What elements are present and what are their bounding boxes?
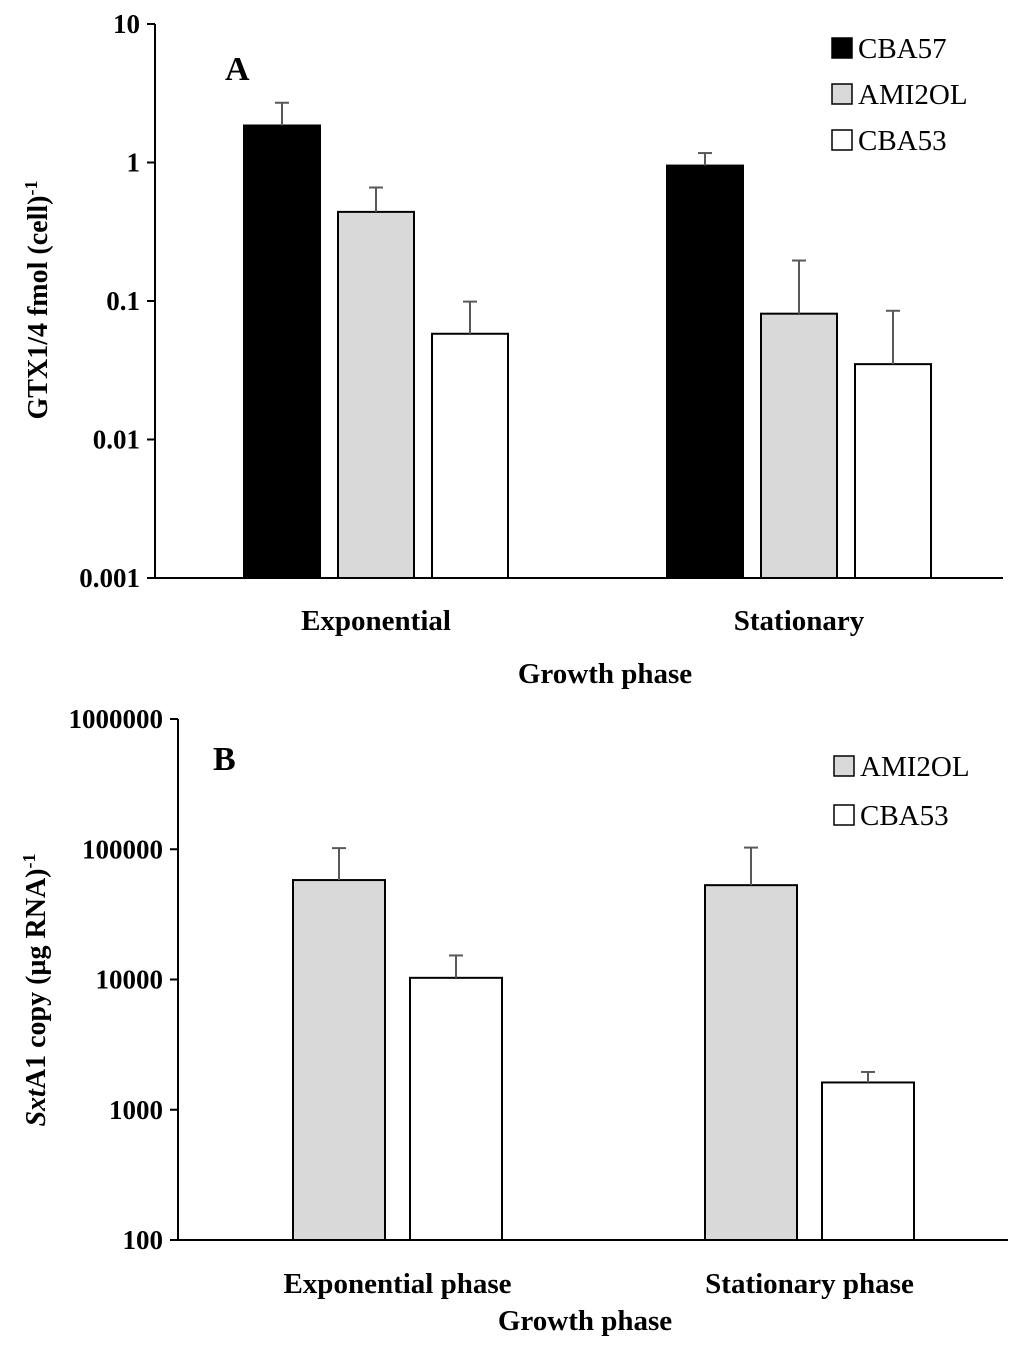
bar-cba53-stationary <box>854 363 932 579</box>
y-tick-label: 100000 <box>82 834 163 864</box>
x-category-label: Exponential phase <box>283 1268 511 1300</box>
y-tick-label: 0.1 <box>106 286 140 316</box>
x-category-label: Stationary phase <box>705 1268 914 1300</box>
y-axis-title: GTX1/4 fmol (cell)-1 <box>21 181 54 420</box>
chart-panel-a: 0.001 0.01 0.1 1 10 Exponential Stationary Grow… <box>21 9 1003 690</box>
bar-cba57-stationary <box>666 164 744 580</box>
legend-label-cba53: CBA53 <box>858 125 947 157</box>
legend-swatch-ami2ol <box>831 83 853 105</box>
y-tick-label: 0.01 <box>93 425 140 455</box>
y-tick-label: 10 <box>113 9 140 39</box>
legend-label-cba53: CBA53 <box>860 800 949 832</box>
bar-ami2ol-stationary-phase <box>704 884 798 1242</box>
legend-swatch-cba53 <box>833 804 855 826</box>
y-tick-label: 10000 <box>96 965 164 995</box>
bar-cba53-exponential-phase <box>409 976 503 1241</box>
bar-cba53-exponential <box>431 332 509 579</box>
x-category-label: Stationary <box>734 605 865 637</box>
bar-ami2ol-exponential-phase <box>292 879 386 1241</box>
chart-panel-b: 100 1000 10000 100000 1000000 Exponential pha… <box>19 704 1008 1337</box>
y-tick-label: 0.001 <box>79 563 140 593</box>
panel-letter: B <box>213 741 236 778</box>
y-axis-title: SxtA1 copy (µg RNA)-1 <box>19 853 52 1126</box>
y-tick-label: 1000 <box>109 1095 163 1125</box>
y-tick-label: 100 <box>123 1225 164 1255</box>
y-tick-label: 1 <box>127 148 141 178</box>
legend: AMI2OL CBA53 <box>833 751 970 832</box>
x-axis-title: Growth phase <box>498 1305 672 1337</box>
bar-ami2ol-exponential <box>337 210 415 579</box>
legend-swatch-cba57 <box>831 37 853 59</box>
y-tick-label: 1000000 <box>69 704 164 734</box>
panel-letter: A <box>225 51 250 88</box>
x-axis-title: Growth phase <box>518 658 692 690</box>
legend-label-cba57: CBA57 <box>858 33 947 65</box>
legend-label-ami2ol: AMI2OL <box>858 79 968 111</box>
legend-swatch-ami2ol <box>833 755 855 777</box>
bar-cba53-stationary-phase <box>821 1081 915 1242</box>
bar-ami2ol-stationary <box>760 312 838 579</box>
legend-swatch-cba53 <box>831 129 853 151</box>
legend: CBA57 AMI2OL CBA53 <box>831 33 968 157</box>
bar-cba57-exponential <box>243 124 321 580</box>
legend-label-ami2ol: AMI2OL <box>860 751 970 783</box>
x-category-label: Exponential <box>301 605 451 637</box>
